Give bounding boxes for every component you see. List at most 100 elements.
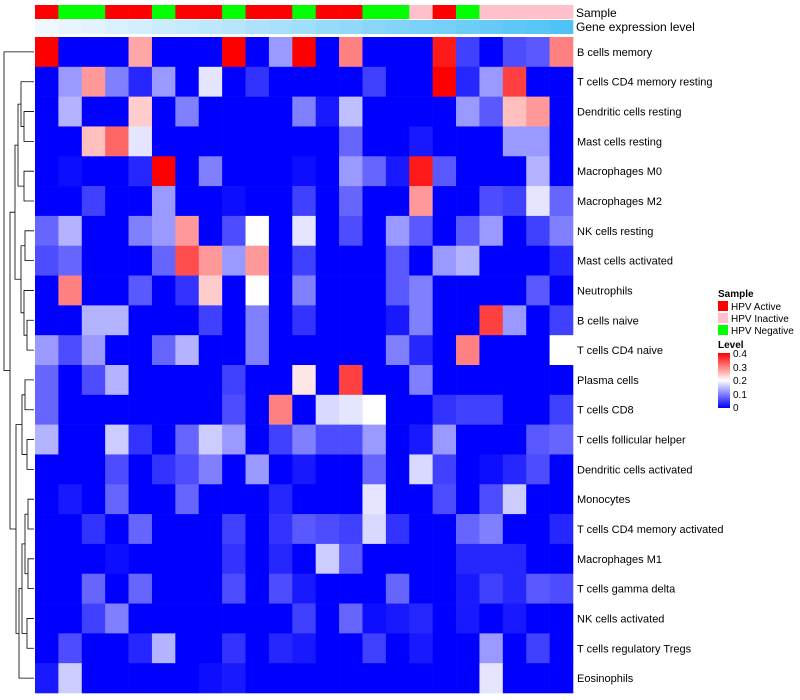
heatmap-cell-r9-c3 [105,305,129,336]
heatmap-cell-r19-c13 [339,603,363,634]
heatmap-cell-r20-c1 [58,633,83,664]
heatmap-cell-r11-c22 [549,365,574,396]
heatmap-cell-r17-c10 [268,543,293,575]
heatmap-cell-r5-c15 [385,186,410,217]
heatmap-cell-r21-c1 [58,663,83,694]
heatmap-cell-r15-c9 [245,484,270,515]
heatmap-cell-r15-c6 [175,484,200,515]
heatmap-cell-r7-c15 [385,245,410,276]
row-dendrogram [3,51,34,679]
heatmap-cell-r3-c15 [385,126,410,157]
heatmap-cell-r9-c20 [502,305,527,336]
heatmap-cell-r13-c22 [549,424,574,455]
heatmap-cell-r2-c2 [81,96,106,127]
heatmap-cell-r6-c2 [81,215,106,247]
heatmap-cell-r5-c3 [105,186,129,217]
heatmap-cell-r21-c13 [339,663,363,694]
heatmap-cell-r0-c11 [292,37,316,68]
heatmap-cell-r11-c19 [479,365,504,396]
dendrogram-branch-12 [27,498,34,530]
heatmap-cell-r14-c9 [245,454,270,485]
heatmap-cell-r4-c7 [198,156,223,187]
heatmap-cell-r15-c17 [432,484,457,515]
heatmap-cell-r18-c4 [128,573,153,604]
row-label-12: T cells CD8 [577,405,634,417]
heatmap-cell-r6-c21 [526,215,550,247]
heatmap-cell-r19-c0 [35,603,59,634]
heatmap-cell-r21-c16 [409,663,433,694]
heatmap-cell-r21-c9 [245,663,270,694]
heatmap-cell-r4-c12 [315,156,340,187]
row-label-14: Dendritic cells activated [577,464,693,476]
legend-level-colorbar [718,353,730,408]
heatmap-cell-r16-c20 [502,514,527,545]
heatmap-cell-r2-c4 [128,96,153,127]
heatmap-cell-r21-c19 [479,663,504,694]
heatmap-cell-r1-c9 [245,66,270,97]
heatmap-cell-r17-c22 [549,543,574,575]
heatmap-cell-r12-c13 [339,394,363,425]
row-label-8: Neutrophils [577,285,633,297]
heatmap-cell-r19-c11 [292,603,316,634]
heatmap-cell-r10-c4 [128,335,153,366]
heatmap-cell-r18-c16 [409,573,433,604]
heatmap-cell-r7-c2 [81,245,106,276]
heatmap-cell-r14-c21 [526,454,550,485]
heatmap-cell-r19-c12 [315,603,340,634]
heatmap-cell-r3-c19 [479,126,504,157]
heatmap-cell-r0-c9 [245,37,270,68]
heatmap-cell-r7-c21 [526,245,550,276]
heatmap-cell-r11-c20 [502,365,527,396]
heatmap-cell-r17-c20 [502,543,527,575]
heatmap-cell-r12-c22 [549,394,574,425]
heatmap-cell-r2-c3 [105,96,129,127]
heatmap-cell-r20-c19 [479,633,504,664]
heatmap-cell-r15-c20 [502,484,527,515]
heatmap-cell-r18-c15 [385,573,410,604]
heatmap-cell-r17-c18 [456,543,480,575]
heatmap-cell-r3-c3 [105,126,129,157]
heatmap-cell-r0-c20 [502,37,527,68]
expr-annot-cell-9 [245,20,270,34]
row-label-18: T cells gamma delta [577,584,676,596]
row-label-20: T cells regulatory Tregs [577,643,692,655]
heatmap-cell-r10-c15 [385,335,410,366]
heatmap-cell-r21-c17 [432,663,457,694]
heatmap-cell-r19-c2 [81,603,106,634]
expr-annot-cell-19 [479,20,504,34]
heatmap-cell-r17-c7 [198,543,223,575]
heatmap-cell-r15-c12 [315,484,340,515]
heatmap-cell-r3-c14 [362,126,387,157]
heatmap-cell-r11-c15 [385,365,410,396]
legend-level-tick-2: 0.2 [733,376,747,387]
heatmap-cell-r8-c12 [315,275,340,306]
heatmap-cell-r5-c22 [549,186,574,217]
heatmap-cell-r11-c0 [35,365,59,396]
heatmap-cell-r10-c19 [479,335,504,366]
heatmap-cell-r8-c9 [245,275,270,306]
heatmap-cell-r18-c7 [198,573,223,604]
heatmap-cell-r6-c19 [479,215,504,247]
heatmap-cell-r7-c22 [549,245,574,276]
heatmap-cell-r1-c10 [268,66,293,97]
heatmap-cell-r17-c4 [128,543,153,575]
heatmap-cell-r7-c13 [339,245,363,276]
heatmap-cell-r15-c21 [526,484,550,515]
heatmap-cell-r17-c21 [526,543,550,575]
heatmap-cell-r20-c8 [222,633,246,664]
heatmap-cell-r9-c7 [198,305,223,336]
heatmap-cell-r20-c12 [315,633,340,664]
heatmap-cell-r3-c22 [549,126,574,157]
heatmap-cell-r6-c11 [292,215,316,247]
heatmap-cell-r14-c1 [58,454,83,485]
heatmap-cell-r12-c12 [315,394,340,425]
heatmap-cell-r9-c19 [479,305,504,336]
heatmap-cell-r21-c21 [526,663,550,694]
dendrogram-branch-20 [3,51,34,371]
heatmap-cell-r9-c2 [81,305,106,336]
heatmap-cell-r10-c0 [35,335,59,366]
heatmap-cell-r14-c2 [81,454,106,485]
row-label-6: NK cells resting [577,226,653,238]
heatmap-cell-r4-c8 [222,156,246,187]
heatmap-cell-r6-c13 [339,215,363,247]
